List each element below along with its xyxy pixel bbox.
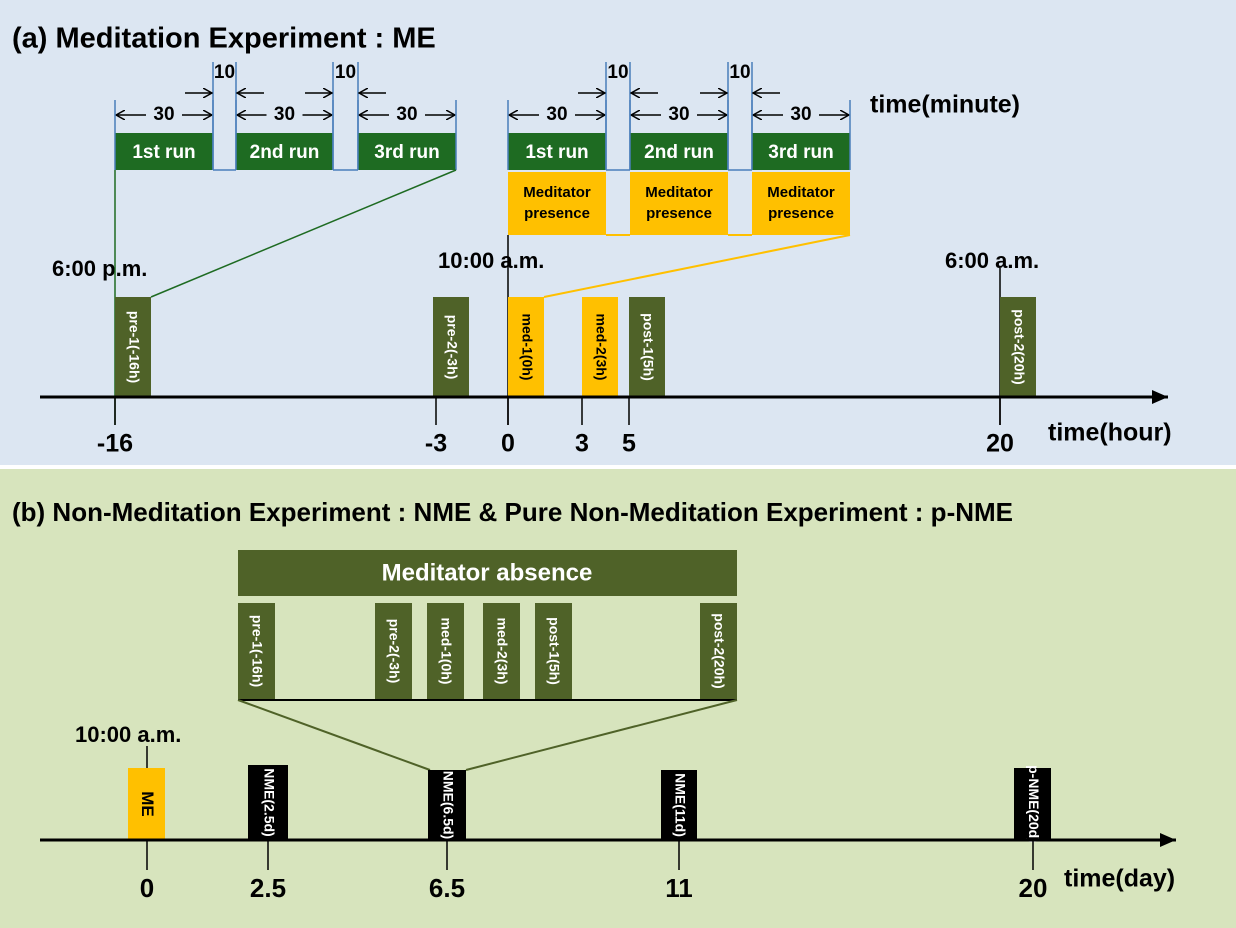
clock-label: 6:00 a.m.: [945, 248, 1039, 273]
run-box: [115, 133, 213, 170]
axis-label: -3: [425, 430, 447, 458]
duration-label: 10: [335, 62, 356, 83]
axis-label: 20: [986, 430, 1014, 458]
axis-label: 2.5: [250, 873, 286, 903]
panel-b-title: (b) Non-Meditation Experiment : NME & Pu…: [12, 497, 1013, 527]
session-label: pre-1(-16h): [126, 311, 142, 383]
experiment-box: [661, 770, 697, 840]
axis-label: 20: [1019, 873, 1048, 903]
session-label: post-1(5h): [546, 617, 562, 685]
session-label: med-1(0h): [438, 618, 454, 685]
session-box: [115, 297, 151, 397]
condition-box: [752, 172, 850, 235]
condition-label: Meditator presence: [767, 184, 835, 222]
run-label: 3rd run: [374, 142, 439, 163]
axis-label: 11: [665, 873, 693, 903]
duration-label: 30: [274, 104, 295, 125]
run-box: [236, 133, 333, 170]
hour-unit: time(hour): [1048, 419, 1172, 447]
clock-label: 6:00 p.m.: [52, 256, 147, 281]
run-box: [630, 133, 728, 170]
axis-label: 0: [140, 873, 154, 903]
experiment-label: NME(2.5d): [261, 768, 277, 836]
session-box: [433, 297, 469, 397]
session-box: [700, 603, 737, 700]
experiment-label: NME(6.5d): [440, 771, 456, 839]
experiment-label: p-NME(20d): [1026, 765, 1042, 843]
axis-label: 3: [575, 430, 589, 458]
duration-label: 30: [790, 104, 811, 125]
run-label: 2nd run: [644, 142, 714, 163]
run-box: [508, 133, 606, 170]
duration-label: 30: [153, 104, 174, 125]
duration-label: 30: [668, 104, 689, 125]
run-box: [358, 133, 456, 170]
duration-label: 10: [729, 62, 750, 83]
panel-b-bg: [0, 469, 1236, 928]
experiment-label: ME: [138, 791, 157, 817]
condition-bar: [238, 550, 737, 596]
run-label: 2nd run: [250, 142, 320, 163]
axis-label: 5: [622, 430, 636, 458]
session-box: [582, 297, 618, 397]
day-unit: time(day): [1064, 865, 1175, 893]
session-label: post-1(5h): [640, 313, 656, 381]
clock-label: 10:00 a.m.: [75, 722, 181, 747]
duration-label: 30: [546, 104, 567, 125]
session-label: med-2(3h): [494, 618, 510, 685]
condition-label: Meditator absence: [382, 559, 593, 586]
session-box: [483, 603, 520, 700]
session-label: med-2(3h): [593, 314, 609, 381]
run-label: 1st run: [132, 142, 195, 163]
session-box: [427, 603, 464, 700]
condition-box: [508, 172, 606, 235]
session-label: pre-1(-16h): [249, 615, 265, 687]
condition-box: [630, 172, 728, 235]
minute-unit: time(minute): [870, 91, 1020, 119]
run-label: 3rd run: [768, 142, 833, 163]
session-box: [375, 603, 412, 700]
duration-label: 30: [396, 104, 417, 125]
session-label: pre-2(-3h): [444, 315, 460, 380]
experiment-box: [1014, 768, 1051, 840]
experiment-box: [248, 765, 288, 840]
panel-a-title: (a) Meditation Experiment : ME: [12, 23, 436, 55]
condition-label: Meditator presence: [645, 184, 713, 222]
session-label: pre-2(-3h): [386, 619, 402, 684]
session-box: [535, 603, 572, 700]
axis-label: 6.5: [429, 873, 465, 903]
experiment-box: [128, 768, 165, 840]
axis-label: -16: [97, 430, 133, 458]
duration-label: 10: [607, 62, 628, 83]
run-box: [752, 133, 850, 170]
experiment-label: NME(11d): [672, 773, 688, 837]
zoom-line: [150, 169, 457, 298]
session-box: [508, 297, 544, 397]
zoom-line: [543, 234, 851, 298]
condition-label: Meditator presence: [523, 184, 591, 222]
zoom-line: [465, 699, 738, 771]
session-label: med-1(0h): [519, 314, 535, 381]
zoom-line: [237, 699, 431, 771]
duration-label: 10: [214, 62, 235, 83]
session-label: post-2(20h): [711, 613, 727, 688]
experiment-box: [428, 770, 466, 840]
session-box: [629, 297, 665, 397]
session-box: [1000, 297, 1036, 397]
axis-label: 0: [501, 430, 515, 458]
run-label: 1st run: [525, 142, 588, 163]
session-box: [238, 603, 275, 700]
clock-label: 10:00 a.m.: [438, 248, 544, 273]
session-label: post-2(20h): [1011, 309, 1027, 384]
